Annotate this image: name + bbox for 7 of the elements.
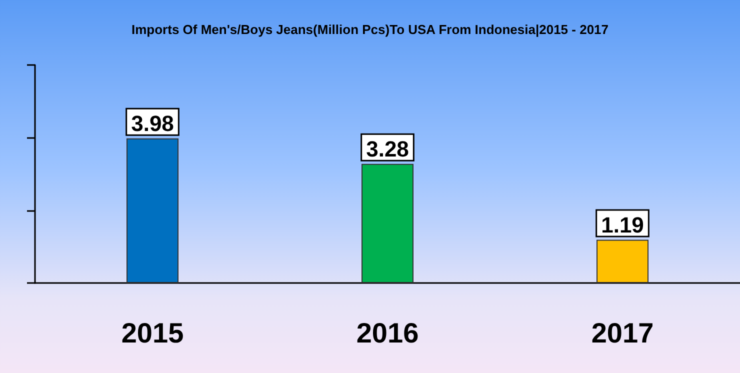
x-tick-label: 2016 bbox=[356, 318, 419, 348]
data-label: 3.28 bbox=[366, 136, 409, 162]
data-label: 3.98 bbox=[131, 110, 174, 136]
data-label: 1.19 bbox=[601, 212, 644, 238]
chart-title: Imports Of Men's/Boys Jeans(Million Pcs)To USA From Indonesia|2015 - 2017 bbox=[131, 22, 609, 37]
x-tick-label: 2017 bbox=[591, 318, 654, 348]
x-tick-label: 2015 bbox=[121, 318, 184, 348]
